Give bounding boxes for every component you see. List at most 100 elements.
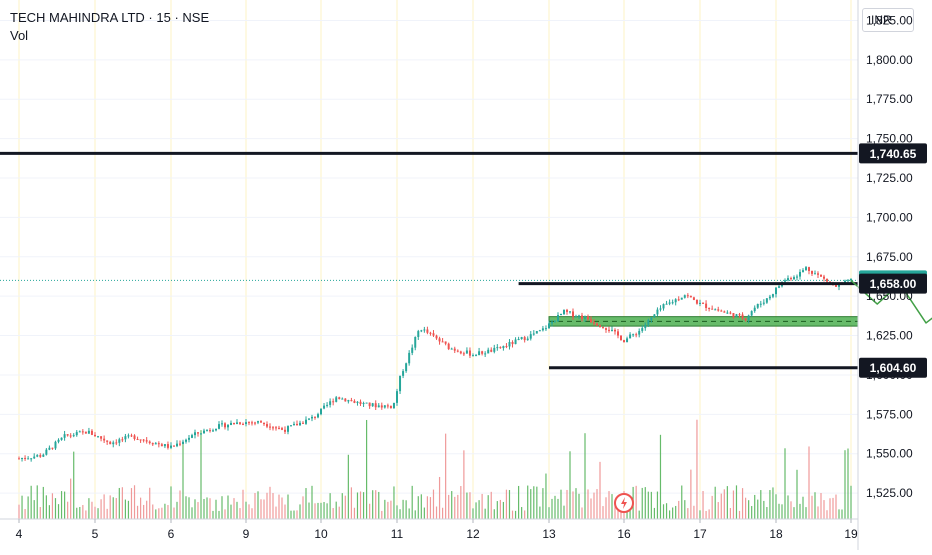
candle[interactable] (717, 309, 720, 311)
candle[interactable] (429, 332, 432, 334)
candle[interactable] (121, 439, 124, 441)
candle[interactable] (368, 402, 371, 407)
candle[interactable] (817, 273, 819, 275)
candle[interactable] (263, 422, 265, 425)
candle[interactable] (48, 447, 51, 450)
candle[interactable] (359, 401, 362, 404)
candle[interactable] (557, 315, 559, 322)
candle[interactable] (692, 297, 695, 300)
candle[interactable] (139, 439, 142, 441)
candle[interactable] (33, 456, 36, 459)
candle[interactable] (127, 435, 130, 437)
candle[interactable] (66, 434, 69, 436)
candle[interactable] (520, 337, 523, 340)
candle[interactable] (626, 338, 629, 343)
candle[interactable] (341, 398, 344, 400)
candle[interactable] (720, 310, 723, 312)
candle[interactable] (362, 403, 365, 405)
candle[interactable] (481, 351, 484, 354)
candle[interactable] (644, 324, 647, 329)
candle[interactable] (426, 329, 429, 333)
candle[interactable] (441, 341, 444, 343)
candle[interactable] (332, 401, 335, 403)
candle[interactable] (811, 270, 813, 274)
candle[interactable] (221, 423, 223, 425)
candle[interactable] (287, 426, 289, 432)
candle[interactable] (218, 424, 220, 429)
candle[interactable] (100, 436, 103, 439)
candle[interactable] (796, 276, 798, 278)
candle[interactable] (335, 397, 338, 402)
candle[interactable] (566, 309, 568, 312)
candle[interactable] (248, 422, 250, 424)
candle[interactable] (447, 343, 450, 350)
candle[interactable] (723, 311, 726, 313)
candle[interactable] (305, 419, 307, 424)
candle[interactable] (94, 434, 96, 437)
symbol-title[interactable]: TECH MAHINDRA LTD · 15 · NSE (10, 10, 210, 25)
candle[interactable] (230, 422, 232, 426)
candle[interactable] (787, 278, 789, 281)
candle[interactable] (465, 350, 468, 354)
candle[interactable] (290, 425, 292, 427)
candle[interactable] (103, 438, 106, 441)
candle[interactable] (762, 302, 765, 304)
volume-indicator-label[interactable]: Vol (10, 28, 29, 43)
candle[interactable] (185, 439, 187, 442)
candle[interactable] (575, 316, 577, 318)
candle[interactable] (260, 421, 262, 423)
candle[interactable] (224, 423, 226, 428)
candle[interactable] (308, 418, 310, 420)
candle[interactable] (396, 391, 398, 403)
candle[interactable] (45, 449, 48, 455)
candle[interactable] (254, 422, 256, 424)
candle[interactable] (514, 339, 517, 345)
candle[interactable] (759, 303, 762, 305)
candle[interactable] (317, 414, 319, 418)
candle[interactable] (551, 321, 553, 324)
candle[interactable] (30, 458, 33, 460)
candle[interactable] (405, 363, 408, 372)
candle[interactable] (326, 404, 329, 406)
candle[interactable] (596, 323, 598, 326)
candle[interactable] (674, 299, 677, 303)
candle[interactable] (771, 294, 774, 297)
candle[interactable] (281, 428, 283, 430)
candle[interactable] (808, 267, 810, 271)
candle[interactable] (699, 302, 701, 304)
candle[interactable] (775, 287, 777, 295)
candle[interactable] (299, 422, 301, 426)
candle[interactable] (805, 267, 807, 271)
candle[interactable] (160, 444, 163, 447)
candle[interactable] (778, 286, 780, 288)
candle[interactable] (517, 339, 520, 341)
candle[interactable] (711, 308, 714, 310)
candle[interactable] (538, 330, 541, 332)
candle[interactable] (90, 430, 93, 435)
candle[interactable] (414, 336, 417, 348)
candle[interactable] (179, 443, 181, 445)
candle[interactable] (695, 299, 698, 304)
candle[interactable] (741, 314, 744, 319)
candle[interactable] (584, 316, 586, 319)
candle[interactable] (115, 442, 118, 444)
price-candles[interactable] (18, 265, 852, 462)
candle[interactable] (278, 427, 280, 429)
candle[interactable] (560, 313, 562, 316)
candle[interactable] (614, 329, 616, 332)
candle[interactable] (78, 431, 81, 433)
candle[interactable] (203, 430, 205, 434)
candle[interactable] (242, 423, 244, 425)
candle[interactable] (145, 440, 148, 442)
candle[interactable] (136, 438, 139, 440)
candle[interactable] (389, 405, 392, 409)
candle[interactable] (188, 437, 190, 440)
candle[interactable] (87, 430, 90, 434)
candle[interactable] (314, 416, 316, 418)
candle[interactable] (296, 423, 298, 426)
horizontal-levels[interactable] (0, 151, 858, 370)
candle[interactable] (511, 342, 514, 345)
candle[interactable] (408, 352, 411, 364)
